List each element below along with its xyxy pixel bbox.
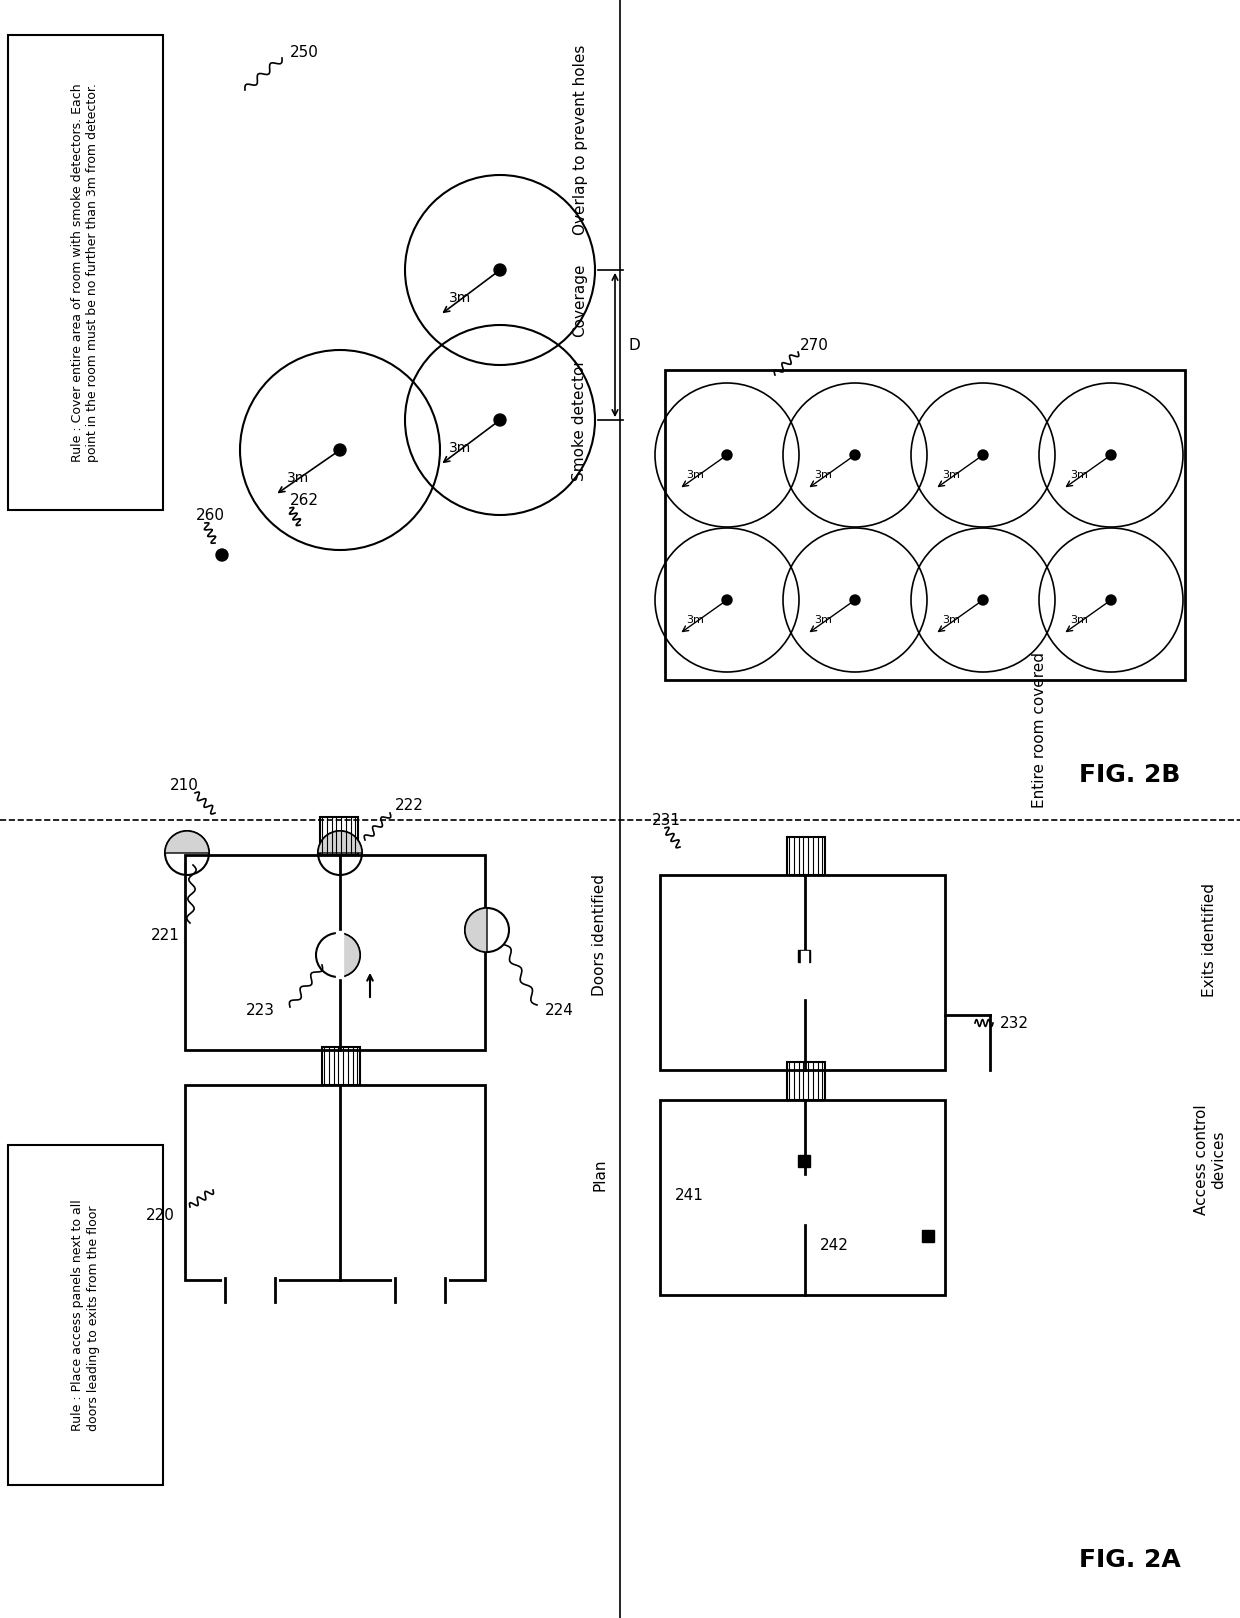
Circle shape (849, 450, 861, 460)
Bar (322, 1047, 360, 1086)
Bar (799, 1155, 810, 1167)
Text: 3m: 3m (286, 471, 309, 485)
Wedge shape (339, 934, 360, 977)
Text: Rule : Cover entire area of room with smoke detectors. Each
point in the room mu: Rule : Cover entire area of room with sm… (72, 83, 99, 461)
Bar (799, 950, 810, 963)
Bar (660, 875, 945, 1069)
Text: 220: 220 (146, 1207, 175, 1223)
Text: 260: 260 (196, 508, 224, 523)
Text: 222: 222 (396, 798, 424, 812)
Text: 3m: 3m (686, 615, 704, 625)
Bar (185, 854, 485, 1050)
Bar (665, 371, 1185, 680)
Circle shape (216, 549, 228, 561)
Text: Access control
devices: Access control devices (1194, 1105, 1226, 1215)
Text: 232: 232 (999, 1016, 1029, 1031)
Text: 270: 270 (800, 338, 828, 353)
Text: 3m: 3m (1070, 615, 1087, 625)
Text: 3m: 3m (449, 291, 471, 306)
Text: 3m: 3m (815, 615, 832, 625)
Bar (7, 36, 162, 510)
Bar (787, 837, 825, 875)
Wedge shape (317, 832, 362, 853)
Circle shape (722, 450, 732, 460)
Text: Plan: Plan (593, 1158, 608, 1191)
Bar (660, 1100, 945, 1294)
Text: D: D (627, 338, 640, 353)
Text: 3m: 3m (942, 615, 960, 625)
Text: 3m: 3m (815, 469, 832, 481)
Text: 224: 224 (546, 1003, 574, 1018)
Text: Rule : Place access panels next to all
doors leading to exits from the floor: Rule : Place access panels next to all d… (72, 1199, 99, 1430)
Text: FIG. 2B: FIG. 2B (1079, 764, 1180, 786)
Text: 241: 241 (675, 1188, 704, 1202)
Text: 223: 223 (246, 1003, 275, 1018)
Text: 3m: 3m (449, 442, 471, 455)
Bar (923, 1230, 934, 1243)
Wedge shape (165, 832, 210, 853)
Circle shape (978, 450, 988, 460)
Bar (185, 1086, 485, 1280)
Text: 262: 262 (290, 492, 319, 508)
Circle shape (1106, 450, 1116, 460)
Text: Doors identified: Doors identified (593, 874, 608, 997)
Text: 242: 242 (820, 1238, 849, 1252)
Text: Exits identified: Exits identified (1203, 883, 1218, 997)
Text: 231: 231 (652, 812, 681, 827)
Bar (7, 1146, 162, 1485)
Text: Coverage: Coverage (573, 264, 588, 337)
Circle shape (849, 595, 861, 605)
Text: 210: 210 (170, 778, 198, 793)
Text: Overlap to prevent holes: Overlap to prevent holes (573, 45, 588, 235)
Circle shape (494, 264, 506, 277)
Bar (320, 817, 358, 854)
Circle shape (722, 595, 732, 605)
Circle shape (494, 414, 506, 426)
Text: 221: 221 (151, 927, 180, 943)
Text: 3m: 3m (942, 469, 960, 481)
Bar (787, 1061, 825, 1100)
Circle shape (1106, 595, 1116, 605)
Text: Entire room covered: Entire room covered (1033, 652, 1048, 807)
Text: 3m: 3m (686, 469, 704, 481)
Text: FIG. 2A: FIG. 2A (1079, 1548, 1180, 1573)
Circle shape (978, 595, 988, 605)
Circle shape (334, 443, 346, 456)
Text: 250: 250 (290, 45, 319, 60)
Text: Smoke detector: Smoke detector (573, 359, 588, 481)
Text: 3m: 3m (1070, 469, 1087, 481)
Wedge shape (465, 908, 487, 951)
